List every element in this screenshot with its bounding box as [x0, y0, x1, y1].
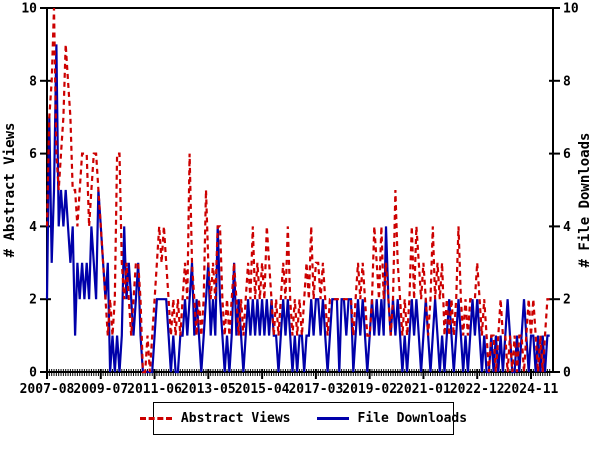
x-tick-label: 2013-05 — [181, 382, 236, 397]
x-tick-label: 2007-08 — [20, 382, 75, 397]
x-tick-label: 2019-02 — [342, 382, 397, 397]
abstract-views-line — [45, 7, 550, 374]
y-tick-label-left: 10 — [21, 2, 37, 17]
y-axis-label-left: # Abstract Views — [2, 123, 18, 258]
file-downloads-legend-label: File Downloads — [357, 411, 468, 426]
y-tick-label-left: 4 — [29, 220, 37, 235]
y-tick-label-left: 8 — [29, 74, 37, 89]
y-tick-label-right: 10 — [563, 2, 579, 17]
y-tick-label-right: 6 — [563, 147, 571, 162]
file-downloads-legend-line — [316, 417, 349, 420]
y-tick-label-left: 6 — [29, 147, 37, 162]
y-tick-label-left: 0 — [29, 366, 37, 381]
axes: 0 0 2 2 4 4 6 6 8 8 10 10 2007-082009-072011-062013-… — [20, 2, 579, 398]
x-tick-label: 2009-07 — [73, 382, 128, 397]
plot-svg: # Abstract Views # File Downloads 0 0 2 2 4 4… — [2, 2, 593, 398]
y-tick-label-left: 2 — [29, 293, 37, 308]
y-tick-label-right: 4 — [563, 220, 571, 235]
y-tick-label-right: 2 — [563, 293, 571, 308]
abstract-views-legend-line — [139, 417, 172, 420]
legend-entry-abstract-views: Abstract Views — [139, 411, 291, 426]
x-tick-label: 2017-03 — [288, 382, 343, 397]
x-tick-label: 2015-04 — [235, 382, 290, 397]
legend-entry-file-downloads: File Downloads — [316, 411, 468, 426]
y-tick-label-right: 0 — [563, 366, 571, 381]
x-tick-label: 2021-01 — [396, 382, 451, 397]
abstract-views-legend-label: Abstract Views — [180, 411, 291, 426]
file-downloads-line — [45, 44, 550, 374]
y-tick-label-right: 8 — [563, 74, 571, 89]
x-tick-label: 2011-06 — [127, 382, 182, 397]
legend: Abstract Views File Downloads — [139, 402, 467, 435]
x-tick-label: 2022-12 — [450, 382, 505, 397]
y-axis-label-right: # File Downloads — [577, 133, 593, 268]
x-tick-label: 2024-11 — [504, 382, 559, 397]
